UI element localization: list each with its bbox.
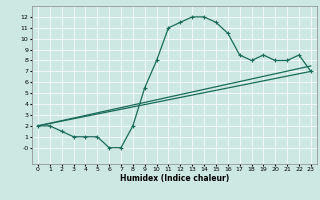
X-axis label: Humidex (Indice chaleur): Humidex (Indice chaleur)	[120, 174, 229, 183]
